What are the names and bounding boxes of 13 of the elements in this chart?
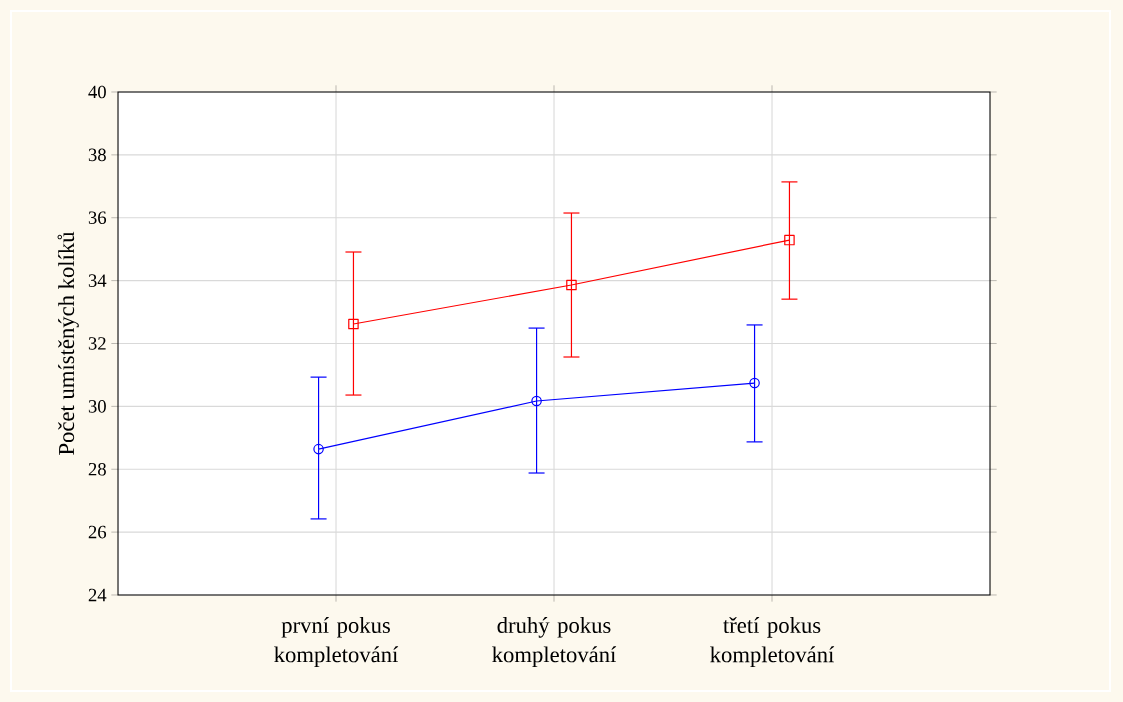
x-tick-label: první pokus kompletování [274, 617, 399, 667]
y-tick-label: 24 [88, 588, 107, 602]
y-tick-label: 36 [88, 211, 107, 225]
y-tick-label: 34 [88, 274, 107, 287]
y-tick-label: 30 [88, 400, 106, 413]
y-tick-label: 40 [88, 85, 106, 99]
y-tick-label: 26 [88, 525, 107, 539]
x-tick-label: druhý pokus kompletování [492, 617, 617, 667]
y-tick-label: 38 [88, 148, 106, 162]
x-tick-label: třetí pokus kompletování [710, 617, 835, 667]
y-tick-label: 32 [88, 337, 106, 350]
y-axis-title: Počet umístěných kolíků [57, 231, 79, 455]
y-tick-label: 28 [88, 462, 106, 476]
